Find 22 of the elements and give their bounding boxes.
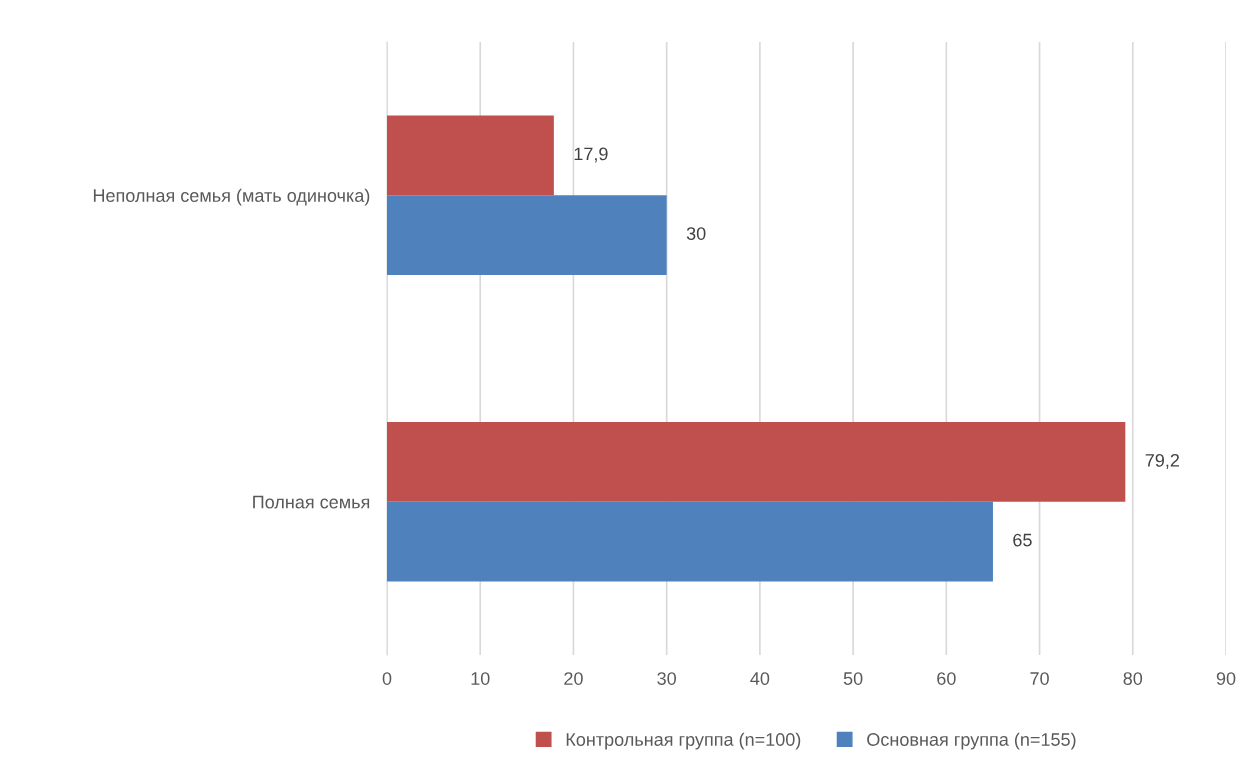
x-tick-label: 80 <box>1123 672 1143 685</box>
legend-label: Основная группа (n=155) <box>867 732 1076 750</box>
x-tick-label: 20 <box>564 672 583 685</box>
data-label: 79,2 <box>1145 453 1179 469</box>
x-tick-label: 10 <box>471 672 490 685</box>
data-label: 30 <box>686 227 706 240</box>
legend-label: Контрольная группа (n=100) <box>566 732 801 750</box>
x-tick-label: 30 <box>657 672 676 685</box>
x-tick-label: 90 <box>1216 672 1236 685</box>
y-tick-label: Полная семья <box>253 495 370 509</box>
bar <box>387 501 993 582</box>
bar <box>387 195 667 275</box>
x-tick-label: 50 <box>843 672 863 685</box>
data-label: 17,9 <box>574 147 608 163</box>
bar <box>387 115 554 196</box>
x-tick-label: 60 <box>937 672 956 685</box>
x-tick-label: 70 <box>1030 672 1049 685</box>
x-tick-label: 0 <box>382 672 392 685</box>
y-tick-label: Неполная семья (мать одиночка) <box>93 188 370 206</box>
data-label: 65 <box>1013 533 1032 547</box>
x-tick-label: 40 <box>750 672 770 685</box>
bar <box>387 422 1126 502</box>
